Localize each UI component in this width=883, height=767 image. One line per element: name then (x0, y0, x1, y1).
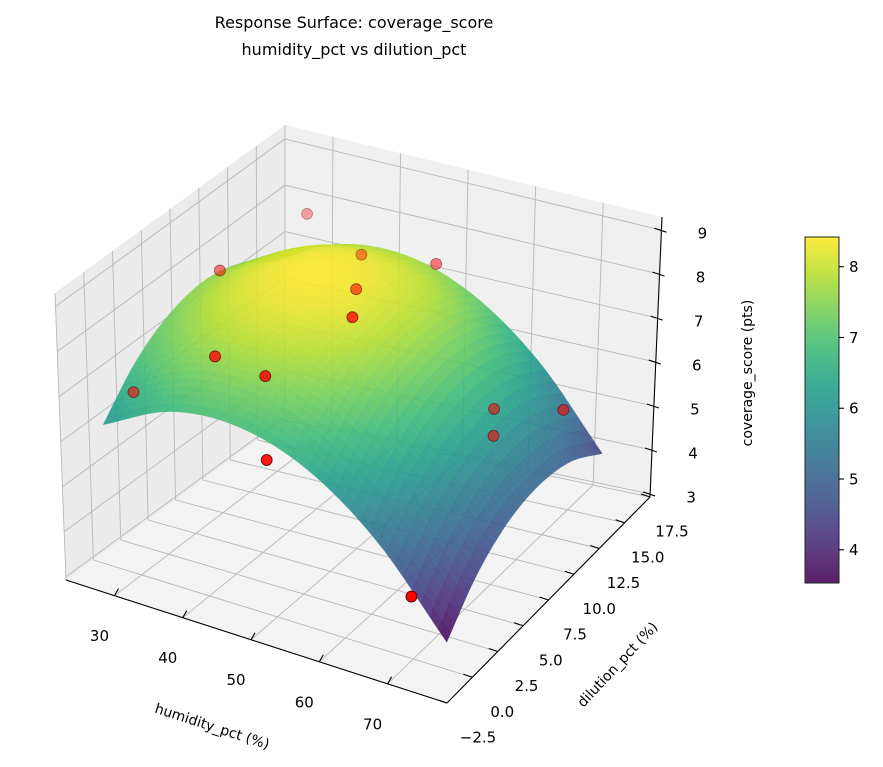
x-axis-line (65, 579, 448, 704)
z-tick (650, 315, 663, 321)
y-tick-label: 17.5 (655, 523, 688, 541)
x-tick-label: 50 (226, 671, 245, 689)
z-tick-label: 3 (686, 488, 696, 506)
z-axis-label: coverage_score (pts) (740, 300, 756, 447)
gridline-y (175, 499, 549, 601)
data-point (259, 370, 272, 383)
data-point (430, 258, 443, 270)
y-tick (590, 544, 600, 550)
z-tick (646, 403, 660, 409)
y-axis-label: dilution_pct (%) (575, 619, 662, 710)
z-tick-label: 4 (688, 444, 698, 462)
x-tick-label: 40 (158, 649, 177, 667)
gridline-z (284, 184, 660, 275)
y-tick-label: −2.5 (460, 729, 496, 747)
y-tick (539, 596, 549, 601)
y-tick-label: 12.5 (607, 574, 640, 592)
z-tick (642, 491, 656, 497)
x-tick-label: 60 (295, 693, 314, 711)
chart-title-line-1: Response Surface: coverage_score (214, 13, 494, 32)
data-point (355, 248, 368, 261)
colorbar-tick-label: 4 (849, 541, 859, 559)
z-tick (654, 227, 667, 233)
gridline-y (120, 539, 498, 652)
colorbar-tick-label: 5 (849, 470, 859, 488)
z-tick-label: 7 (694, 313, 704, 331)
x-tick (182, 610, 188, 618)
z-tick-label: 9 (698, 225, 708, 243)
data-point (301, 207, 313, 220)
data-point (488, 403, 500, 415)
z-tick-label: 8 (696, 269, 706, 287)
data-point (405, 590, 418, 603)
gridline-y (93, 559, 473, 678)
y-tick-label: 2.5 (515, 677, 539, 695)
data-point (127, 386, 140, 399)
y-tick-label: 7.5 (563, 626, 587, 644)
z-tick-label: 5 (690, 401, 700, 419)
gridline-z (55, 138, 286, 307)
x-tick (250, 632, 256, 641)
colorbar-tick-label: 8 (849, 258, 859, 276)
data-point (350, 283, 363, 296)
y-tick-label: 10.0 (583, 600, 616, 618)
y-tick (615, 519, 625, 524)
gridline-z (65, 416, 286, 578)
z-tick-label: 6 (692, 357, 702, 375)
y-tick (564, 570, 575, 575)
colorbar-tick-label: 7 (849, 329, 859, 347)
data-point (346, 311, 359, 324)
x-tick (114, 588, 119, 596)
gridline-y (54, 292, 67, 581)
y-tick (463, 673, 473, 678)
colorbar-tick-label: 6 (849, 400, 859, 418)
y-tick (437, 699, 448, 704)
data-point (557, 403, 570, 416)
y-tick-label: 5.0 (539, 651, 563, 669)
x-tick-label: 30 (90, 627, 109, 645)
y-tick (488, 647, 498, 653)
z-tick (644, 447, 658, 453)
gridline-z (56, 184, 286, 352)
x-tick (318, 654, 324, 663)
data-point (213, 264, 226, 277)
y-tick (640, 493, 651, 498)
z-tick (652, 271, 665, 277)
y-tick-label: 0.0 (490, 703, 514, 721)
x-tick-label: 70 (363, 715, 382, 733)
data-point (487, 430, 500, 442)
data-point (209, 350, 221, 363)
y-tick (513, 622, 524, 627)
data-point (260, 454, 273, 466)
surface (102, 243, 603, 643)
y-tick-label: 15.0 (631, 548, 664, 566)
gridline-z (284, 138, 662, 231)
chart-title-line-2: humidity_pct vs dilution_pct (241, 40, 467, 59)
colorbar (804, 236, 840, 584)
surface-facet (437, 620, 451, 643)
z-tick (648, 359, 661, 365)
x-axis-label: humidity_pct (%) (153, 701, 272, 753)
x-tick (387, 676, 393, 685)
